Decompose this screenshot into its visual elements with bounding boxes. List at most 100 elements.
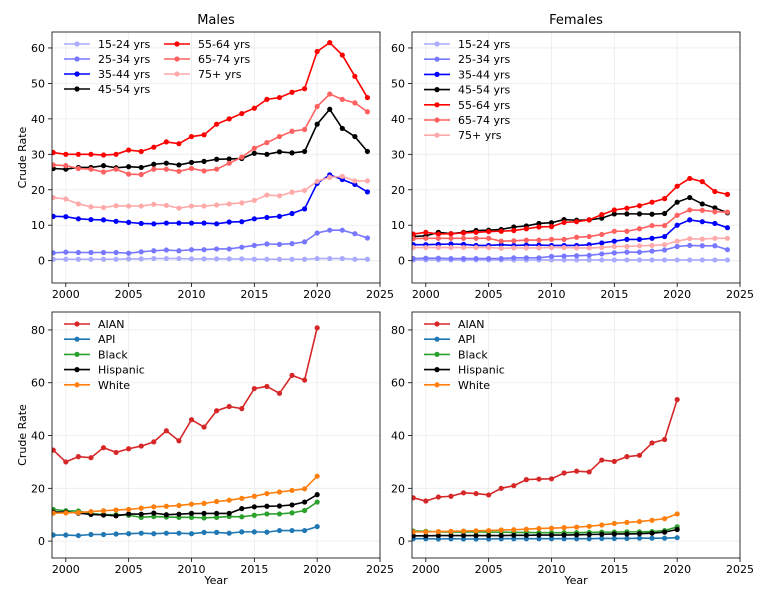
data-point [239, 110, 245, 117]
data-point [364, 94, 371, 101]
series-line [413, 536, 678, 540]
legend-swatch-marker [74, 336, 80, 342]
data-point [511, 483, 517, 489]
data-point [448, 255, 454, 262]
data-point [599, 240, 605, 246]
data-point [624, 531, 630, 537]
plot-area [52, 325, 320, 539]
y-tick-label: 40 [31, 113, 45, 126]
series-line [413, 526, 678, 534]
data-point [611, 250, 617, 256]
legend-label: AIAN [98, 318, 125, 331]
data-point [301, 86, 308, 92]
data-point [352, 178, 358, 184]
data-point [314, 492, 320, 498]
x-tick-label: 2025 [726, 563, 754, 576]
data-point [52, 250, 56, 256]
series-line [413, 399, 678, 502]
legend-swatch-marker [434, 351, 440, 357]
data-point [352, 73, 358, 79]
series-line [52, 327, 318, 463]
data-point [176, 438, 182, 444]
data-point [624, 249, 630, 255]
data-point [126, 446, 132, 452]
data-point [423, 498, 429, 504]
data-point [126, 256, 132, 262]
data-point [460, 528, 467, 534]
data-point [661, 257, 668, 263]
x-tick-label: 2000 [52, 563, 80, 576]
legend-label: 35-44 yrs [458, 68, 510, 81]
data-point [364, 109, 371, 115]
data-point [511, 227, 517, 234]
data-point [423, 533, 429, 539]
data-point [435, 529, 441, 535]
data-point [188, 417, 195, 423]
data-point [649, 235, 655, 241]
data-point [498, 527, 504, 533]
data-point [264, 96, 270, 102]
data-point [289, 89, 295, 95]
data-point [412, 244, 416, 251]
data-point [511, 532, 517, 538]
data-point [636, 236, 643, 242]
data-point [264, 214, 270, 221]
data-point [251, 512, 257, 518]
data-point [624, 454, 630, 460]
data-point [699, 179, 705, 185]
legend-swatch-marker [434, 71, 440, 77]
data-point [301, 187, 308, 194]
data-point [63, 151, 69, 157]
data-point [548, 525, 555, 531]
data-point [251, 242, 257, 249]
data-point [536, 245, 542, 251]
y-tick-label: 0 [38, 535, 45, 548]
data-point [276, 256, 283, 262]
data-point [687, 207, 693, 213]
data-point [113, 166, 119, 172]
data-point [699, 207, 705, 213]
data-point [176, 502, 182, 509]
data-point [327, 174, 333, 180]
data-point [63, 510, 69, 516]
data-point [126, 164, 132, 170]
data-point [188, 247, 195, 253]
data-point [435, 231, 441, 237]
data-point [611, 535, 617, 542]
data-point [624, 519, 630, 525]
data-point [574, 468, 580, 474]
x-tick-label: 2020 [663, 563, 691, 576]
data-point [586, 531, 592, 538]
data-point [473, 532, 479, 539]
legend-swatch-marker [434, 321, 440, 327]
data-point [75, 532, 81, 539]
data-point [63, 196, 69, 202]
data-point [151, 161, 157, 167]
data-point [88, 216, 94, 223]
data-point [511, 238, 517, 244]
data-point [138, 164, 144, 171]
data-point [460, 490, 467, 496]
data-point [239, 219, 245, 225]
data-point [661, 196, 668, 202]
legend-swatch-marker [434, 56, 440, 62]
x-tick-label: 2000 [52, 288, 80, 301]
data-point [151, 504, 157, 510]
data-point [611, 211, 617, 217]
data-point [599, 231, 605, 238]
data-point [100, 217, 107, 223]
data-point [88, 531, 94, 538]
x-tick-label: 2010 [537, 563, 565, 576]
data-point [699, 201, 705, 207]
data-point [636, 535, 643, 541]
data-point [611, 520, 617, 527]
data-point [100, 204, 107, 211]
data-point [523, 477, 529, 483]
data-point [435, 244, 441, 251]
legend-swatch-marker [74, 41, 80, 47]
legend: 15-24 yrs 25-34 yrs 35-44 yrs 45-54 yrs 55-6… [64, 38, 250, 96]
legend: AIAN API Black Hispanic White [64, 318, 145, 392]
data-point [251, 529, 257, 535]
data-point [674, 222, 680, 228]
data-point [448, 493, 454, 499]
